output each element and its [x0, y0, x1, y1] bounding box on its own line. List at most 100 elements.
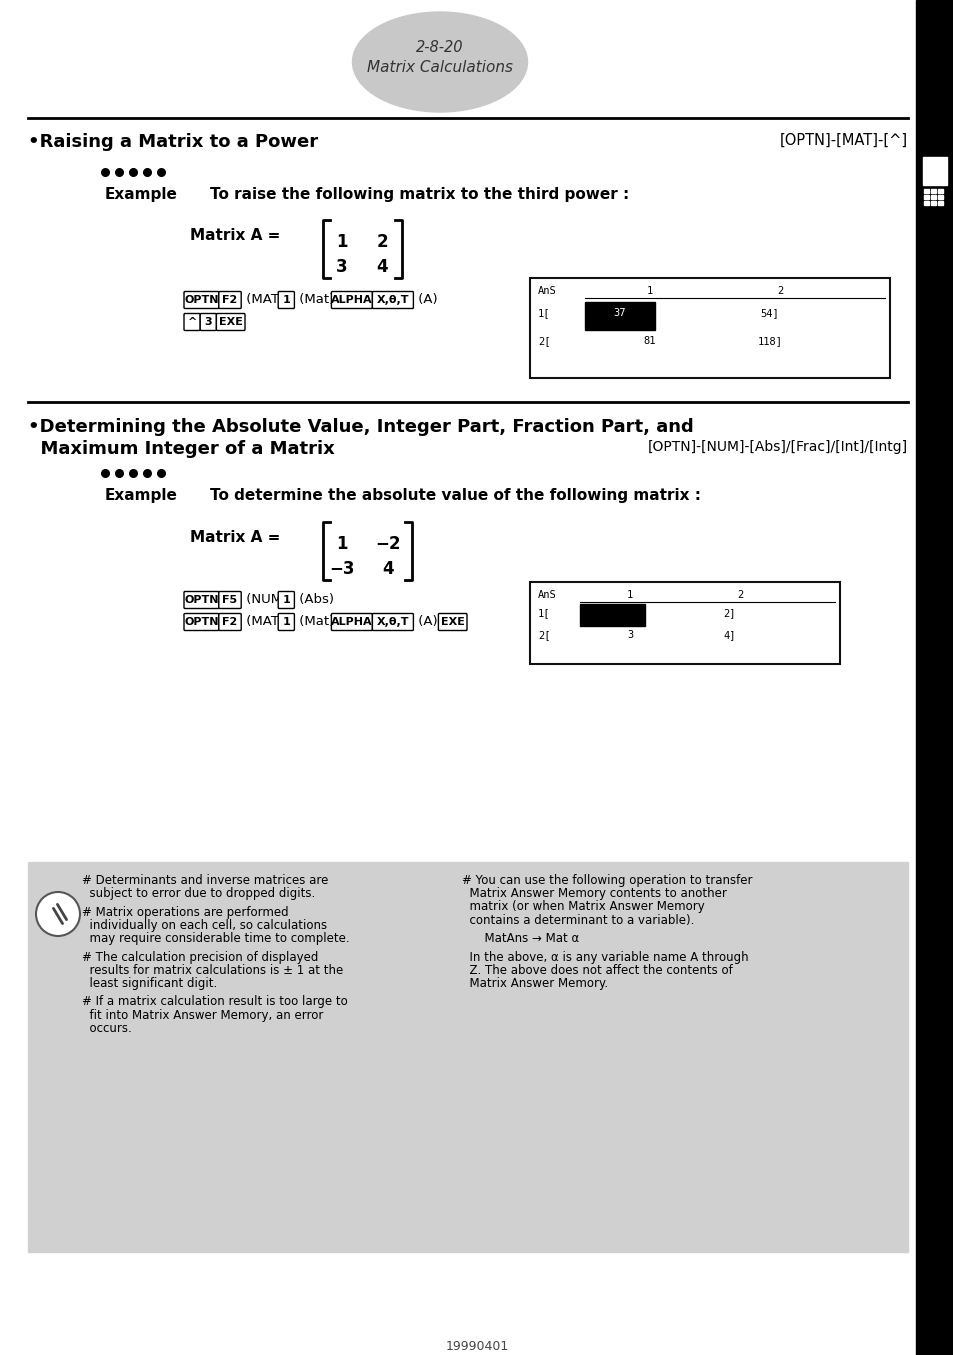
- Text: X,θ,T: X,θ,T: [376, 617, 409, 627]
- Text: 1: 1: [335, 233, 348, 251]
- Text: 1: 1: [335, 535, 348, 553]
- Text: F2: F2: [222, 617, 237, 627]
- Text: (NUM): (NUM): [242, 593, 287, 607]
- Text: Matrix Answer Memory contents to another: Matrix Answer Memory contents to another: [461, 888, 726, 900]
- FancyBboxPatch shape: [278, 614, 294, 630]
- FancyBboxPatch shape: [278, 291, 294, 309]
- FancyBboxPatch shape: [438, 614, 467, 630]
- Text: OPTN: OPTN: [184, 295, 218, 305]
- FancyBboxPatch shape: [331, 291, 372, 309]
- Bar: [930, 188, 935, 192]
- Text: (MAT): (MAT): [242, 615, 284, 629]
- Ellipse shape: [36, 892, 80, 936]
- Bar: [937, 195, 942, 199]
- Text: # If a matrix calculation result is too large to: # If a matrix calculation result is too …: [82, 996, 348, 1008]
- Text: •Raising a Matrix to a Power: •Raising a Matrix to a Power: [28, 133, 317, 150]
- Text: ALPHA: ALPHA: [331, 295, 373, 305]
- Text: •Determining the Absolute Value, Integer Part, Fraction Part, and: •Determining the Absolute Value, Integer…: [28, 417, 693, 436]
- Text: matrix (or when Matrix Answer Memory: matrix (or when Matrix Answer Memory: [461, 901, 704, 913]
- Text: 1: 1: [282, 295, 290, 305]
- Bar: [923, 188, 928, 192]
- Text: 2: 2: [776, 286, 782, 295]
- Text: F2: F2: [222, 295, 237, 305]
- Text: 4]: 4]: [723, 630, 736, 640]
- Text: Matrix Calculations: Matrix Calculations: [367, 61, 513, 76]
- Text: (Mat): (Mat): [295, 294, 335, 306]
- Text: 1[: 1[: [537, 608, 550, 618]
- Text: 81: 81: [643, 336, 656, 346]
- Text: In the above, α is any variable name A through: In the above, α is any variable name A t…: [461, 951, 748, 963]
- Text: 54]: 54]: [760, 308, 779, 318]
- Text: (MAT): (MAT): [242, 294, 284, 306]
- Ellipse shape: [352, 12, 527, 112]
- FancyBboxPatch shape: [278, 592, 294, 608]
- Text: (Mat): (Mat): [295, 615, 335, 629]
- Text: # The calculation precision of displayed: # The calculation precision of displayed: [82, 951, 318, 963]
- Text: 3: 3: [335, 257, 348, 276]
- Bar: [923, 195, 928, 199]
- Text: F5: F5: [222, 595, 237, 604]
- Text: 19990401: 19990401: [445, 1340, 508, 1354]
- FancyBboxPatch shape: [372, 291, 413, 309]
- Text: 118]: 118]: [757, 336, 781, 346]
- FancyBboxPatch shape: [331, 614, 372, 630]
- Text: AnS: AnS: [537, 286, 557, 295]
- Text: # You can use the following operation to transfer: # You can use the following operation to…: [461, 874, 752, 888]
- Text: To raise the following matrix to the third power :: To raise the following matrix to the thi…: [210, 187, 629, 202]
- Text: −2: −2: [375, 535, 400, 553]
- Text: least significant digit.: least significant digit.: [82, 977, 217, 991]
- Text: subject to error due to dropped digits.: subject to error due to dropped digits.: [82, 888, 314, 900]
- Text: Example: Example: [105, 488, 177, 503]
- Text: 2]: 2]: [723, 608, 736, 618]
- FancyBboxPatch shape: [184, 592, 218, 608]
- FancyBboxPatch shape: [218, 291, 241, 309]
- Text: 2-8-20: 2-8-20: [416, 41, 463, 56]
- FancyBboxPatch shape: [184, 291, 218, 309]
- FancyBboxPatch shape: [184, 614, 218, 630]
- Text: 37: 37: [613, 308, 625, 318]
- Bar: [28, 862, 907, 1252]
- Text: (A): (A): [414, 615, 437, 629]
- Text: (A): (A): [414, 294, 437, 306]
- Text: [OPTN]-[NUM]-[Abs]/[Frac]/[Int]/[Intg]: [OPTN]-[NUM]-[Abs]/[Frac]/[Int]/[Intg]: [647, 440, 907, 454]
- Text: Maximum Integer of a Matrix: Maximum Integer of a Matrix: [28, 440, 335, 458]
- Text: MatAns → Mat α: MatAns → Mat α: [461, 932, 578, 944]
- Text: −3: −3: [329, 560, 355, 579]
- Text: EXE: EXE: [440, 617, 464, 627]
- Text: 2: 2: [736, 589, 742, 600]
- Text: may require considerable time to complete.: may require considerable time to complet…: [82, 932, 349, 944]
- Text: 2[: 2[: [537, 336, 550, 346]
- Text: # Matrix operations are performed: # Matrix operations are performed: [82, 905, 289, 919]
- Text: (Abs): (Abs): [295, 593, 335, 607]
- Text: contains a determinant to a variable).: contains a determinant to a variable).: [461, 913, 694, 927]
- Text: 3: 3: [626, 630, 633, 640]
- Bar: [915, 0, 953, 1355]
- Text: 4: 4: [375, 257, 388, 276]
- Bar: [937, 188, 942, 192]
- Bar: [530, 278, 889, 378]
- Text: [OPTN]-[MAT]-[^]: [OPTN]-[MAT]-[^]: [779, 133, 907, 148]
- Text: OPTN: OPTN: [184, 617, 218, 627]
- Text: fit into Matrix Answer Memory, an error: fit into Matrix Answer Memory, an error: [82, 1008, 323, 1022]
- Text: 1: 1: [626, 589, 633, 600]
- Text: AnS: AnS: [537, 589, 557, 600]
- FancyBboxPatch shape: [184, 313, 200, 331]
- Text: individually on each cell, so calculations: individually on each cell, so calculatio…: [82, 919, 327, 932]
- Text: EXE: EXE: [218, 317, 242, 327]
- Bar: [930, 195, 935, 199]
- Text: Example: Example: [105, 187, 177, 202]
- Text: occurs.: occurs.: [82, 1022, 132, 1035]
- Bar: [923, 157, 946, 186]
- FancyBboxPatch shape: [218, 614, 241, 630]
- Text: 1[: 1[: [537, 308, 550, 318]
- FancyBboxPatch shape: [216, 313, 245, 331]
- Text: Matrix Answer Memory.: Matrix Answer Memory.: [461, 977, 607, 991]
- FancyBboxPatch shape: [372, 614, 413, 630]
- Text: Z. The above does not affect the contents of: Z. The above does not affect the content…: [461, 963, 732, 977]
- Text: Matrix A =: Matrix A =: [190, 530, 280, 545]
- Text: X,θ,T: X,θ,T: [376, 295, 409, 305]
- FancyBboxPatch shape: [218, 592, 241, 608]
- Text: OPTN: OPTN: [184, 595, 218, 604]
- Text: results for matrix calculations is ± 1 at the: results for matrix calculations is ± 1 a…: [82, 963, 343, 977]
- FancyBboxPatch shape: [200, 313, 216, 331]
